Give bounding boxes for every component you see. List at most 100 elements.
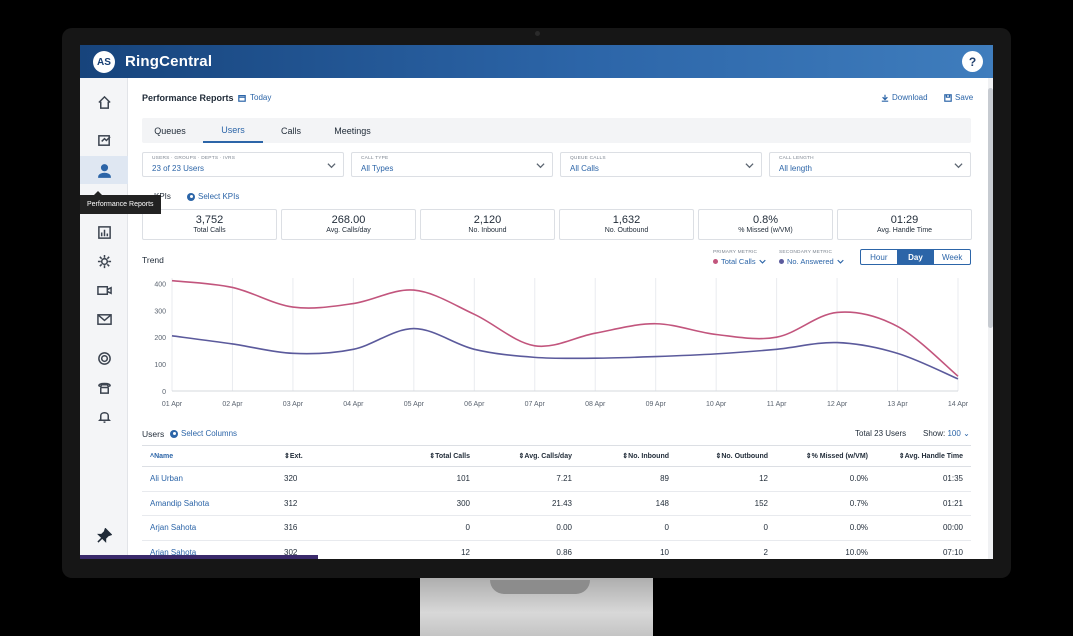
page-size-select[interactable]: Show: 100 ⌄ <box>923 429 970 438</box>
cell-inbound: 10 <box>660 547 669 557</box>
kpi-card-missed: 0.8%% Missed (w/VM) <box>698 209 833 240</box>
cell-outbound: 152 <box>754 498 768 508</box>
cell-outbound: 12 <box>759 474 768 484</box>
column-label: No. Inbound <box>628 452 669 460</box>
sidebar-item-pin[interactable] <box>80 521 128 549</box>
stand-cutout <box>490 580 590 594</box>
tab-users[interactable]: Users <box>203 118 263 143</box>
filter-label: Users · Groups · Depts · IVRs <box>152 156 236 161</box>
primary-metric-select[interactable]: Primary Metric Total Calls <box>713 250 766 266</box>
kpi-card-inbound: 2,120 No. Inbound <box>420 209 555 240</box>
x-tick-label: 10 Apr <box>706 401 727 408</box>
column-header-name[interactable]: ˄ Name <box>150 446 270 466</box>
sidebar-item-mail[interactable] <box>80 305 128 333</box>
date-picker[interactable]: Today <box>238 93 271 102</box>
cell-total-calls: 300 <box>456 498 470 508</box>
tab-meetings[interactable]: Meetings <box>334 125 371 136</box>
column-header-outbound[interactable]: ⇕ No. Outbound <box>672 446 768 466</box>
cell-missed: 0.0% <box>849 523 868 533</box>
granularity-hour[interactable]: Hour <box>861 250 898 264</box>
column-header-missed[interactable]: ⇕ % Missed (w/VM) <box>772 446 868 466</box>
cell-name[interactable]: Arjan Sahota <box>150 547 197 557</box>
table-row[interactable]: Arjan Sahota 316 0 0.00 0 0 0.0% 00:00 <box>142 516 971 541</box>
users-filter[interactable]: Users · Groups · Depts · IVRs 23 of 23 U… <box>142 152 344 177</box>
sort-icon: ˄ <box>150 452 155 460</box>
sidebar-item-settings[interactable] <box>80 247 128 275</box>
sidebar-item-home[interactable] <box>80 88 128 116</box>
kpi-value: 01:29 <box>890 214 919 226</box>
y-tick-label: 100 <box>154 362 166 369</box>
secondary-metric-select[interactable]: Secondary Metric No. Answered <box>779 250 844 266</box>
settings-icon <box>97 254 111 268</box>
select-kpis-button[interactable]: Select KPIs <box>187 192 239 201</box>
tab-calls[interactable]: Calls <box>280 125 301 136</box>
table-row[interactable]: Amandip Sahota 312 300 21.43 148 152 0.7% 01:21 <box>142 492 971 516</box>
sidebar-item-support[interactable] <box>80 344 128 372</box>
metric-value: No. Answered <box>787 257 834 266</box>
save-label: Save <box>955 93 974 102</box>
cell-outbound: 0 <box>763 523 768 533</box>
table-row[interactable]: Ali Urban 320 101 7.21 89 12 0.0% 01:35 <box>142 467 971 492</box>
select-columns-button[interactable]: Select Columns <box>170 429 237 438</box>
cell-inbound: 0 <box>664 523 669 533</box>
scrollbar[interactable] <box>988 78 993 559</box>
kpi-label: Total Calls <box>193 227 226 234</box>
sidebar-item-users[interactable] <box>80 156 128 184</box>
kpi-card-outbound: 1,632 No. Outbound <box>559 209 694 240</box>
help-icon[interactable]: ? <box>962 51 983 72</box>
column-header-handle-time[interactable]: ⇕ Avg. Handle Time <box>872 446 963 466</box>
cell-missed: 0.7% <box>849 498 868 508</box>
cell-handle-time: 01:21 <box>942 498 963 508</box>
granularity-day[interactable]: Day <box>897 250 935 264</box>
kpi-value: 3,752 <box>195 214 224 226</box>
table-row[interactable]: Arjan Sahota 302 12 0.86 10 2 10.0% 07:10 <box>142 541 971 560</box>
column-header-inbound[interactable]: ⇕ No. Inbound <box>575 446 669 466</box>
column-label: Avg. Calls/day <box>524 452 572 460</box>
cell-total-calls: 0 <box>465 523 470 533</box>
cell-missed: 10.0% <box>845 547 868 557</box>
app-screen: AS RingCentral ? Performance Reports Per… <box>80 45 993 559</box>
granularity-toggle: Hour Day Week <box>860 249 971 265</box>
call-length-filter[interactable]: Call Length All length <box>769 152 971 177</box>
tab-queues[interactable]: Queues <box>154 125 186 136</box>
column-header-ext[interactable]: ⇕ Ext. <box>284 446 364 466</box>
cell-name[interactable]: Ali Urban <box>150 474 183 484</box>
column-header-total-calls[interactable]: ⇕ Total Calls <box>372 446 470 466</box>
kpi-value: 2,120 <box>473 214 502 226</box>
granularity-week[interactable]: Week <box>942 252 963 262</box>
kpis-header: KPIs <box>154 192 171 201</box>
sort-icon: ⇕ <box>284 453 290 460</box>
gear-icon <box>187 192 195 201</box>
sidebar-item-bar-chart[interactable] <box>80 218 128 246</box>
page-title: Performance Reports <box>142 93 234 103</box>
kpi-label: Avg. Handle Time <box>876 227 933 234</box>
show-label: Show: <box>923 429 946 438</box>
avatar[interactable]: AS <box>93 51 115 73</box>
column-header-avg-calls-day[interactable]: ⇕ Avg. Calls/day <box>474 446 572 466</box>
users-label: Users <box>142 429 165 439</box>
call-type-filter[interactable]: Call Type All Types <box>351 152 553 177</box>
x-tick-label: 07 Apr <box>525 401 546 408</box>
sidebar-item-video[interactable] <box>80 276 128 304</box>
download-button[interactable]: Download <box>881 93 928 102</box>
cell-handle-time: 07:10 <box>942 547 963 557</box>
cell-ext: 316 <box>284 523 298 533</box>
scrollbar-thumb[interactable] <box>988 88 993 328</box>
queue-calls-filter[interactable]: Queue Calls All Calls <box>560 152 762 177</box>
filter-value: All length <box>779 164 812 173</box>
chevron-down-icon <box>954 163 963 169</box>
webcam <box>535 31 540 36</box>
sidebar-item-bell[interactable] <box>80 402 128 430</box>
kpi-label: No. Inbound <box>468 227 507 234</box>
users-table: ˄ Name ⇕ Ext. ⇕ Total Calls ⇕ Avg. Calls/da… <box>142 445 971 559</box>
sidebar-item-analytics[interactable] <box>80 126 128 154</box>
cell-name[interactable]: Arjan Sahota <box>150 523 197 533</box>
sidebar-item-phone[interactable] <box>80 373 128 401</box>
save-button[interactable]: Save <box>944 93 973 102</box>
chevron-down-icon <box>536 163 545 169</box>
status-strip <box>80 555 318 559</box>
kpi-label: No. Outbound <box>604 227 649 234</box>
main-content: Performance Reports Today Download Save … <box>128 78 993 559</box>
cell-name[interactable]: Amandip Sahota <box>150 498 210 508</box>
column-label: Total Calls <box>435 452 470 460</box>
